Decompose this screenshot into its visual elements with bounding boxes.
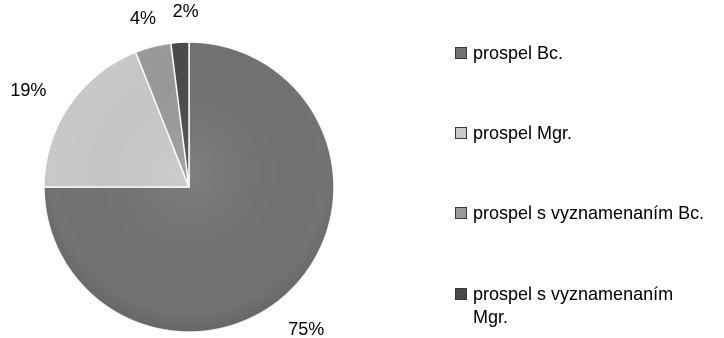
legend-label-prospel-s-vyznamenanim-bc: prospel s vyznamenaním Bc.	[473, 203, 705, 223]
legend-swatch-prospel-s-vyznamenanim-mgr	[455, 288, 467, 300]
data-label-prospel-s-vyznamenanim-mgr: 2%	[173, 1, 199, 21]
data-label-prospel-s-vyznamenanim-bc: 4%	[130, 8, 156, 28]
legend-item-prospel-bc: prospel Bc.	[455, 42, 713, 65]
legend-label-prospel-mgr: prospel Mgr.	[473, 123, 573, 143]
legend-label-prospel-bc: prospel Bc.	[473, 43, 564, 63]
legend-swatch-prospel-s-vyznamenanim-bc	[455, 207, 467, 219]
legend-label-prospel-s-vyznamenanim-mgr: prospel s vyznamenaním Mgr.	[473, 284, 674, 327]
pie-labels: 75% 19% 4% 2%	[10, 1, 324, 338]
legend-item-prospel-s-vyznamenanim-mgr: prospel s vyznamenaním Mgr.	[455, 283, 713, 329]
legend-item-prospel-s-vyznamenanim-bc: prospel s vyznamenaním Bc.	[455, 202, 713, 225]
data-label-prospel-mgr: 19%	[10, 80, 46, 100]
pie-slices	[43, 41, 335, 333]
legend-swatch-prospel-mgr	[455, 127, 467, 139]
legend-swatch-prospel-bc	[455, 47, 467, 59]
legend-item-prospel-mgr: prospel Mgr.	[455, 122, 713, 145]
data-label-prospel-bc: 75%	[288, 319, 324, 338]
